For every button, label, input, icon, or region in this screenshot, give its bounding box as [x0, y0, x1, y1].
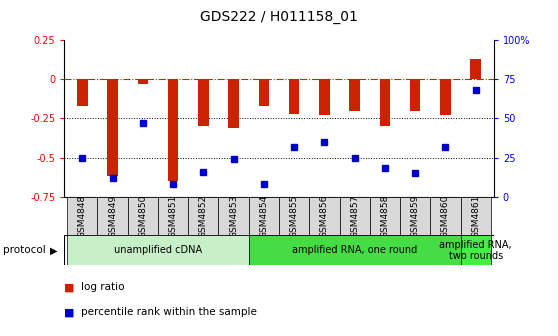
Bar [249, 235, 460, 265]
Bar [440, 79, 451, 115]
Bar [158, 197, 188, 235]
Bar [128, 197, 158, 235]
Bar [349, 79, 360, 111]
Bar [370, 197, 400, 235]
Bar [339, 197, 370, 235]
Text: ■: ■ [64, 282, 75, 292]
Bar [470, 59, 481, 79]
Bar [460, 235, 491, 265]
Text: ▶: ▶ [50, 245, 57, 255]
Bar [319, 79, 330, 115]
Bar [410, 79, 421, 111]
Text: ■: ■ [64, 307, 75, 318]
Bar [430, 197, 460, 235]
Bar [67, 235, 249, 265]
Text: amplified RNA, one round: amplified RNA, one round [292, 245, 417, 255]
Text: GSM4855: GSM4855 [290, 194, 299, 238]
Bar [137, 79, 148, 84]
Bar [77, 79, 88, 106]
Bar [168, 79, 179, 181]
Text: GSM4850: GSM4850 [138, 194, 147, 238]
Text: percentile rank within the sample: percentile rank within the sample [81, 307, 257, 318]
Text: GSM4860: GSM4860 [441, 194, 450, 238]
Text: GSM4858: GSM4858 [381, 194, 389, 238]
Bar [400, 197, 430, 235]
Text: amplified RNA,
two rounds: amplified RNA, two rounds [439, 240, 512, 261]
Text: GSM4854: GSM4854 [259, 194, 268, 238]
Text: GDS222 / H011158_01: GDS222 / H011158_01 [200, 10, 358, 24]
Bar [107, 79, 118, 176]
Bar [379, 79, 390, 126]
Bar [67, 197, 98, 235]
Text: GSM4849: GSM4849 [108, 194, 117, 238]
Bar [289, 79, 300, 114]
Text: GSM4857: GSM4857 [350, 194, 359, 238]
Text: unamplified cDNA: unamplified cDNA [114, 245, 202, 255]
Text: GSM4852: GSM4852 [199, 194, 208, 238]
Text: GSM4856: GSM4856 [320, 194, 329, 238]
Bar [309, 197, 339, 235]
Text: GSM4853: GSM4853 [229, 194, 238, 238]
Text: protocol: protocol [3, 245, 46, 255]
Text: GSM4851: GSM4851 [169, 194, 177, 238]
Bar [249, 197, 279, 235]
Bar [460, 197, 491, 235]
Bar [219, 197, 249, 235]
Text: GSM4859: GSM4859 [411, 194, 420, 238]
Bar [188, 197, 219, 235]
Bar [98, 197, 128, 235]
Text: GSM4848: GSM4848 [78, 194, 87, 238]
Bar [198, 79, 209, 126]
Bar [258, 79, 269, 106]
Text: GSM4861: GSM4861 [471, 194, 480, 238]
Text: log ratio: log ratio [81, 282, 124, 292]
Bar [279, 197, 309, 235]
Bar [228, 79, 239, 128]
